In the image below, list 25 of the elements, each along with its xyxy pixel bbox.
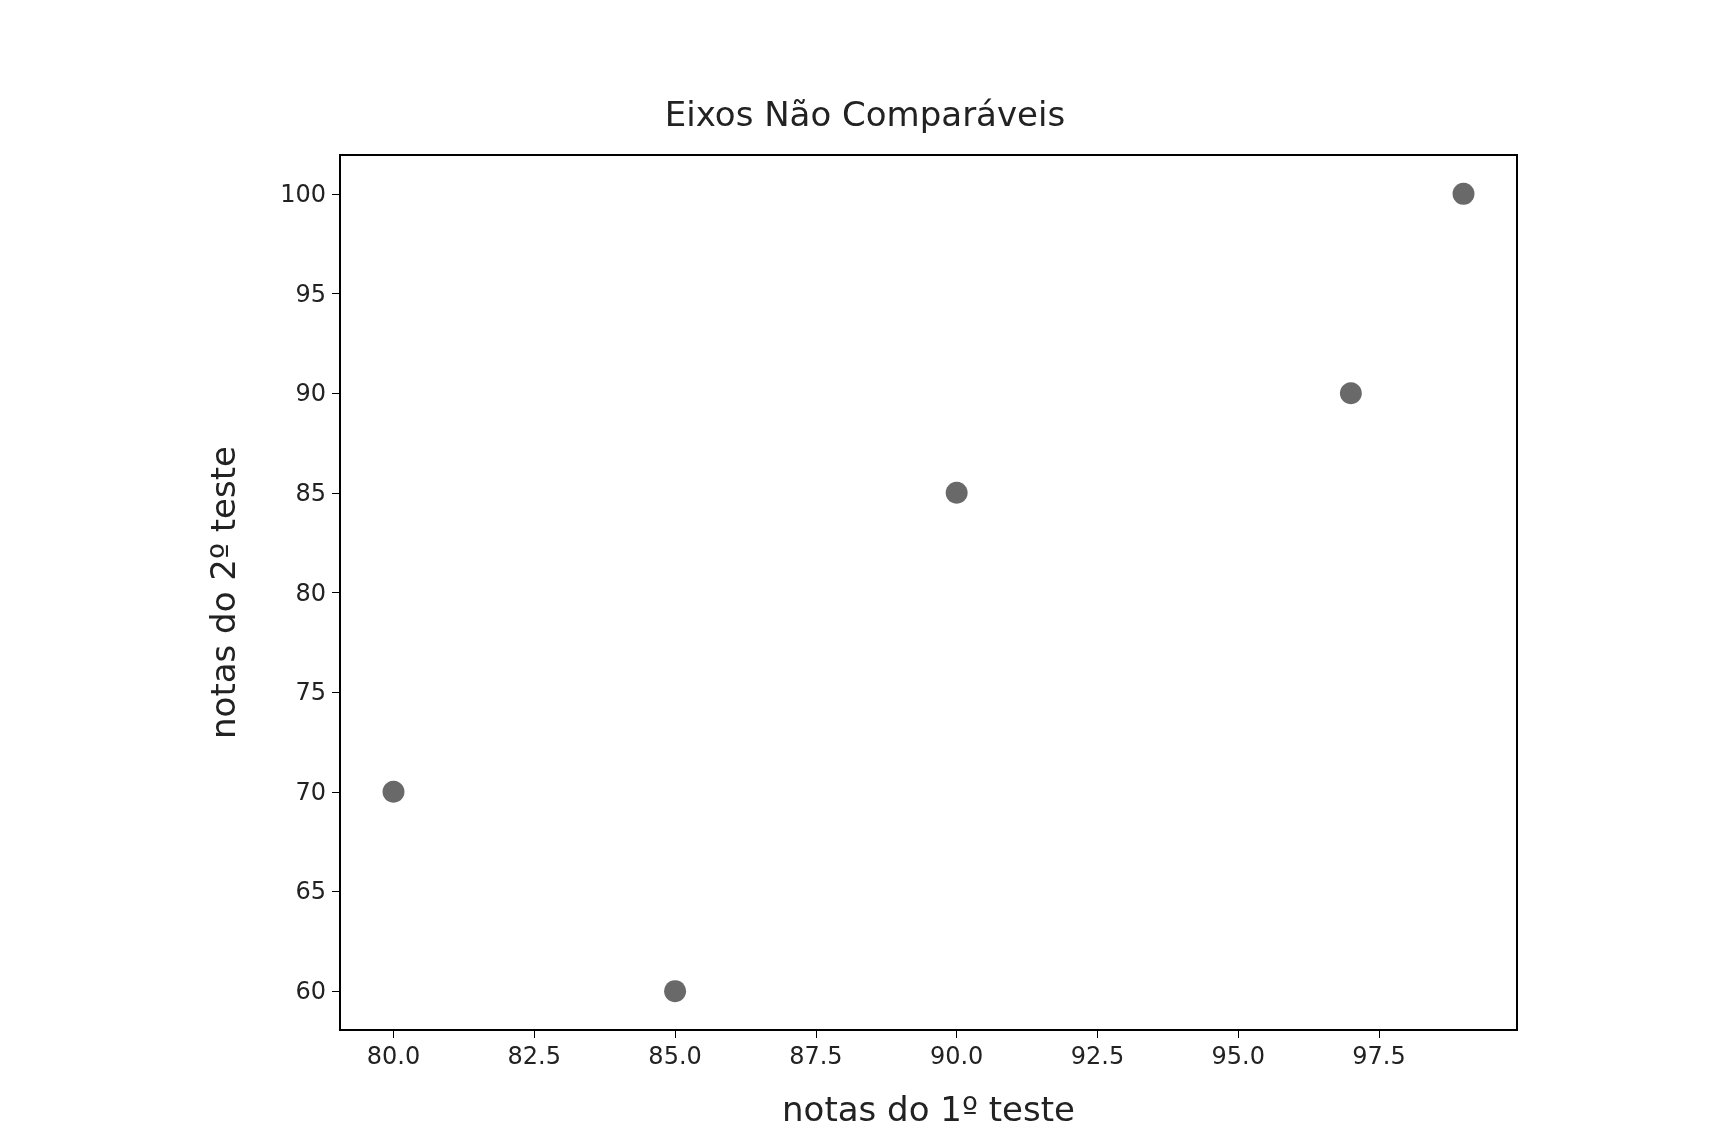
point <box>1339 382 1362 405</box>
y-tick-label: 90 <box>295 379 326 408</box>
x-tick-label: 85.0 <box>648 1042 702 1070</box>
point <box>945 481 968 504</box>
x-tick-label: 82.5 <box>507 1042 562 1070</box>
y-axis-title: notas do 2º teste <box>203 446 243 739</box>
y-tick-label: 85 <box>295 478 326 507</box>
x-axis-title: notas do 1º teste <box>782 1089 1075 1129</box>
x-tick-label: 97.5 <box>1352 1042 1406 1070</box>
x-tick-label: 87.5 <box>789 1042 843 1070</box>
x-tick-label: 90.0 <box>929 1042 984 1070</box>
point <box>664 980 687 1003</box>
y-tick-label: 65 <box>295 877 326 906</box>
chart-title: Eixos Não Comparáveis <box>664 94 1066 134</box>
x-tick-label: 80.0 <box>366 1042 421 1070</box>
y-tick-label: 100 <box>280 179 326 208</box>
point <box>1452 182 1475 205</box>
y-tick-label: 75 <box>295 678 326 707</box>
x-tick-label: 92.5 <box>1070 1042 1125 1070</box>
y-tick-label: 70 <box>295 777 326 806</box>
y-tick-label: 80 <box>295 578 326 607</box>
y-tick-label: 60 <box>295 977 326 1006</box>
x-tick-label: 95.0 <box>1211 1042 1265 1070</box>
y-tick-label: 95 <box>295 279 326 308</box>
point <box>382 780 405 803</box>
